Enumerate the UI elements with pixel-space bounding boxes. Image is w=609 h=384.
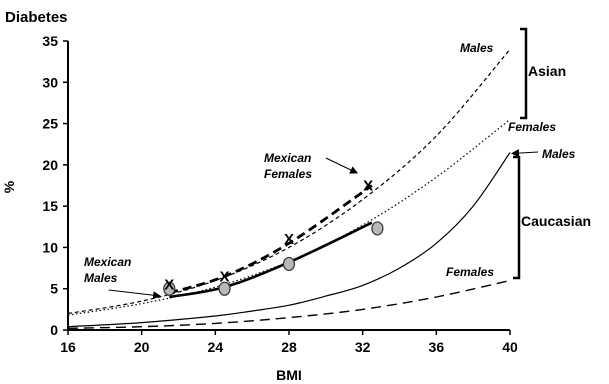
- group-label-caucasian: Caucasian: [521, 213, 591, 229]
- bracket-caucasian: [513, 155, 521, 280]
- label-mexican-females-line1: Mexican: [264, 151, 311, 165]
- axes: [67, 41, 510, 331]
- mexican-females-point: X: [164, 277, 174, 294]
- arrow-mexican-females: [325, 157, 359, 174]
- x-tick-label: 40: [502, 339, 518, 355]
- mexican-males-point: [163, 281, 176, 296]
- y-axis-label: %: [1, 180, 17, 193]
- x-tick-label: 24: [208, 339, 224, 355]
- curve-mexican-males: [169, 221, 373, 299]
- arrow-caucasian-males: [511, 149, 539, 158]
- curve-mexican-females: [168, 184, 373, 295]
- mexican-males-point: [218, 281, 231, 296]
- x-tick-label: 32: [355, 339, 371, 355]
- curve-caucasian-females: [67, 279, 511, 329]
- x-tick-label: 28: [281, 339, 297, 355]
- curve-asian-females: [67, 118, 511, 316]
- label-asian-females: Females: [508, 120, 556, 134]
- curve-caucasian-males: [67, 152, 511, 328]
- x-tick-label: 16: [60, 339, 76, 355]
- mexican-females-point: X: [363, 178, 373, 195]
- markers: X X X X: [163, 178, 384, 296]
- y-tick-label: 20: [42, 157, 58, 173]
- curves: [67, 48, 511, 329]
- y-tick-label: 30: [42, 74, 58, 90]
- label-asian-males: Males: [460, 41, 494, 55]
- y-tick-label: 10: [42, 239, 58, 255]
- label-mexican-males-line1: Mexican: [84, 255, 131, 269]
- bracket-asian: [520, 27, 528, 120]
- mexican-females-point: X: [284, 231, 294, 248]
- arrows: [108, 149, 539, 300]
- y-tick-label: 0: [50, 322, 58, 338]
- mexican-males-point: [282, 256, 296, 272]
- ticks: 16 20 24 28 32 36 40 0 5 10 15 20 25 30 35: [42, 33, 518, 355]
- curve-asian-males: [67, 48, 511, 315]
- y-tick-label: 25: [42, 116, 58, 132]
- x-tick-label: 36: [429, 339, 445, 355]
- arrow-mexican-males: [108, 289, 162, 300]
- mexican-males-point: [371, 221, 384, 236]
- label-caucasian-males: Males: [542, 147, 576, 161]
- label-mexican-females-line2: Females: [264, 167, 312, 181]
- y-tick-label: 35: [42, 33, 58, 49]
- x-tick-label: 20: [134, 339, 150, 355]
- chart-title: Diabetes: [5, 9, 68, 26]
- y-tick-label: 15: [42, 198, 58, 214]
- label-caucasian-females: Females: [446, 265, 494, 279]
- y-tick-label: 5: [50, 281, 58, 297]
- group-label-asian: Asian: [528, 63, 566, 79]
- label-mexican-males-line2: Males: [84, 271, 118, 285]
- mexican-females-point: X: [220, 268, 230, 285]
- x-axis-label: BMI: [276, 367, 302, 383]
